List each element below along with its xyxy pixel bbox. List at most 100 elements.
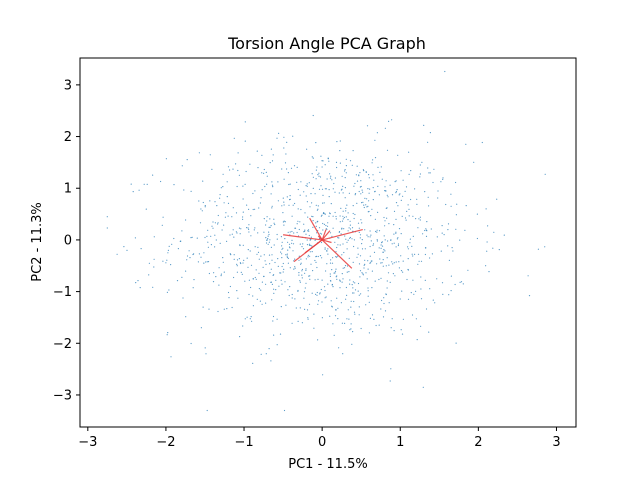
scatter-point <box>454 283 456 286</box>
scatter-point <box>309 251 311 253</box>
scatter-point <box>229 234 231 236</box>
scatter-point <box>327 222 329 224</box>
scatter-point <box>290 167 293 169</box>
scatter-point <box>366 198 368 200</box>
scatter-point <box>168 245 170 247</box>
scatter-point <box>271 259 273 261</box>
scatter-point <box>359 237 361 239</box>
scatter-point <box>402 318 404 320</box>
scatter-point <box>410 170 412 172</box>
scatter-point <box>308 303 311 305</box>
scatter-point <box>320 288 322 291</box>
scatter-point <box>137 280 139 282</box>
scatter-point <box>300 262 302 264</box>
scatter-point <box>297 220 299 222</box>
scatter-point <box>345 172 347 174</box>
scatter-point <box>282 212 284 214</box>
scatter-point <box>261 281 263 283</box>
scatter-point <box>249 250 251 252</box>
scatter-point <box>248 231 250 233</box>
scatter-point <box>223 308 225 310</box>
scatter-point <box>229 253 231 255</box>
scatter-point <box>348 271 350 273</box>
scatter-point <box>294 227 297 229</box>
scatter-point <box>271 181 273 183</box>
scatter-point <box>281 248 283 250</box>
scatter-point <box>411 245 413 247</box>
scatter-point <box>269 226 271 228</box>
scatter-point <box>254 276 256 279</box>
scatter-point <box>425 308 428 310</box>
scatter-point <box>372 187 374 189</box>
scatter-point <box>437 197 439 199</box>
scatter-point <box>167 252 169 254</box>
scatter-point <box>208 272 210 275</box>
scatter-point <box>232 168 234 170</box>
scatter-point <box>369 262 371 264</box>
scatter-point <box>372 199 374 201</box>
scatter-point <box>309 206 311 208</box>
scatter-point <box>288 294 290 297</box>
scatter-point <box>343 267 346 269</box>
scatter-point <box>363 170 365 172</box>
scatter-point <box>238 227 241 229</box>
scatter-point <box>307 256 309 258</box>
scatter-point <box>284 281 286 283</box>
scatter-point <box>339 162 341 164</box>
scatter-point <box>362 191 364 193</box>
scatter-point <box>376 263 378 265</box>
scatter-point <box>331 179 333 181</box>
scatter-point <box>168 289 170 291</box>
scatter-point <box>361 243 363 245</box>
scatter-point <box>428 331 430 333</box>
scatter-point <box>237 297 239 299</box>
scatter-point <box>367 205 369 207</box>
scatter-point <box>455 214 457 216</box>
scatter-point <box>309 278 311 280</box>
scatter-point <box>282 271 284 273</box>
scatter-point <box>270 360 272 362</box>
scatter-point <box>193 253 195 255</box>
scatter-point <box>304 272 306 274</box>
scatter-point <box>240 228 242 230</box>
scatter-point <box>365 171 367 173</box>
y-tick-label: −2 <box>53 337 72 352</box>
scatter-point <box>299 243 301 245</box>
scatter-point <box>280 236 282 238</box>
scatter-point <box>374 218 376 220</box>
scatter-point <box>264 185 266 188</box>
scatter-point <box>347 309 349 311</box>
scatter-point <box>244 140 246 142</box>
scatter-point <box>162 216 164 218</box>
scatter-point <box>352 287 354 289</box>
scatter-point <box>337 307 339 309</box>
scatter-point <box>339 140 341 142</box>
scatter-point <box>212 281 215 283</box>
scatter-point <box>384 220 386 222</box>
scatter-point <box>246 316 248 318</box>
scatter-point <box>354 282 356 284</box>
scatter-point <box>283 201 285 203</box>
scatter-point <box>366 234 368 236</box>
scatter-point <box>396 189 398 191</box>
scatter-point <box>377 211 379 213</box>
scatter-point <box>328 189 330 191</box>
scatter-point <box>268 348 270 350</box>
scatter-point <box>307 229 310 231</box>
scatter-point <box>166 259 168 261</box>
scatter-point <box>305 269 307 271</box>
scatter-point <box>362 273 364 275</box>
scatter-point <box>207 246 209 248</box>
scatter-point <box>424 279 426 281</box>
scatter-point <box>342 267 344 269</box>
scatter-point <box>229 285 231 288</box>
scatter-point <box>362 201 364 203</box>
scatter-point <box>488 271 490 273</box>
scatter-point <box>386 149 389 151</box>
scatter-point <box>297 290 299 292</box>
scatter-point <box>344 265 347 267</box>
x-tick-label: 2 <box>474 435 482 450</box>
scatter-point <box>306 185 308 187</box>
scatter-point <box>288 243 291 245</box>
